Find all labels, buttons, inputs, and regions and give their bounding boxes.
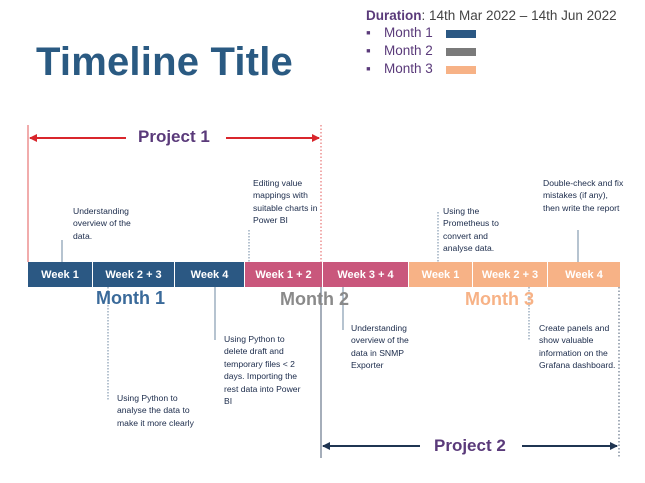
bullet-icon: ▪ — [366, 61, 371, 76]
bullet-icon: ▪ — [366, 25, 371, 40]
bullet-icon: ▪ — [366, 43, 371, 58]
week-segment-2: Week 2 + 3 — [93, 262, 175, 287]
month-3-label: Month 3 — [465, 289, 534, 309]
legend-swatch-month-3 — [446, 66, 476, 74]
legend-item-month-1: ▪ Month 1 — [366, 25, 442, 40]
legend-label: Month 3 — [384, 61, 433, 76]
legend-label: Month 2 — [384, 43, 433, 58]
project-1-label: Project 1 — [138, 127, 210, 146]
legend-item-month-2: ▪ Month 2 — [366, 43, 442, 58]
note-editing-value-mappings: Editing value mappings with suitable cha… — [253, 178, 318, 226]
duration-value: : 14th Mar 2022 – 14th Jun 2022 — [421, 8, 617, 23]
legend-swatch-month-2 — [446, 48, 476, 56]
duration-line: Duration: 14th Mar 2022 – 14th Jun 2022 — [366, 8, 617, 23]
legend-item-month-3: ▪ Month 3 — [366, 61, 442, 76]
note-prometheus: Using the Prometheus to convert and anal… — [443, 206, 499, 254]
note-grafana-dashboard: Create panels and show valuable informat… — [539, 323, 616, 371]
week-segment-4: Week 1 + 2 — [245, 262, 323, 287]
week-segment-7: Week 2 + 3 — [473, 262, 548, 287]
note-double-check: Double-check and fix mistakes (if any), … — [543, 178, 624, 213]
week-segment-8: Week 4 — [548, 262, 620, 287]
timeline-title: Timeline Title — [36, 40, 293, 84]
legend-label: Month 1 — [384, 25, 433, 40]
week-segment-5: Week 3 + 4 — [323, 262, 409, 287]
project-2-label: Project 2 — [434, 436, 506, 455]
month-1-label: Month 1 — [96, 288, 165, 308]
week-segment-3: Week 4 — [175, 262, 245, 287]
week-segment-1: Week 1 — [28, 262, 93, 287]
note-analyse-data: Using Python to analyse the data to make… — [117, 393, 194, 428]
week-segment-6: Week 1 — [409, 262, 473, 287]
note-snmp-exporter: Understanding overview of the data in SN… — [351, 323, 409, 371]
note-understanding-overview: Understanding overview of the data. — [73, 206, 131, 241]
duration-label: Duration — [366, 8, 422, 23]
note-delete-draft-files: Using Python to delete draft and tempora… — [224, 334, 301, 407]
month-2-label: Month 2 — [280, 289, 349, 309]
legend-swatch-month-1 — [446, 30, 476, 38]
